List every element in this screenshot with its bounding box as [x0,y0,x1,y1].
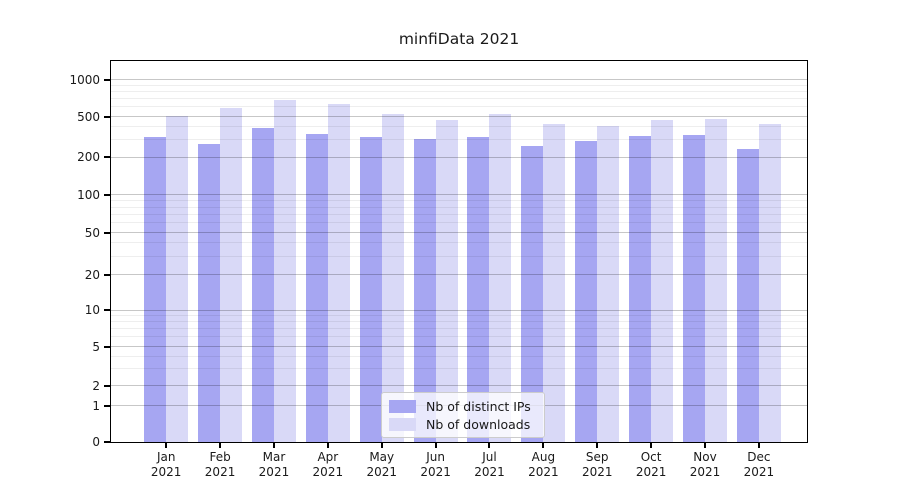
x-tick-label-jun: Jun 2021 [420,450,451,479]
x-tick-mark [380,443,383,448]
y-tick-label: 10 [84,303,100,318]
legend: Nb of distinct IPs Nb of downloads [381,392,545,438]
bar-distinct-ips-mar [251,128,274,442]
x-tick-label-sep: Sep 2021 [581,450,613,479]
x-tick-mark [326,443,329,448]
bar-distinct-ips-jul [467,137,490,442]
y-tick-label: 0 [92,435,100,449]
legend-label-downloads: Nb of downloads [426,417,531,433]
chart-title: minfiData 2021 [398,30,520,48]
y-tick-mark [104,78,110,81]
x-tick-label-apr: Apr 2021 [312,450,344,479]
y-tick-label: 50 [84,225,100,240]
x-tick-mark [272,443,275,448]
x-tick-label-oct: Oct 2021 [635,450,667,479]
x-tick-mark [488,443,491,448]
bar-downloads-may [381,114,404,442]
y-tick-mark [104,345,110,348]
y-tick-label: 5 [92,339,100,354]
x-tick-label-jan: Jan 2021 [150,450,182,479]
legend-entry-distinct-ips: Nb of distinct IPs [389,397,537,416]
x-tick-mark [757,443,760,448]
y-tick-label: 2 [92,378,100,393]
y-tick-mark [104,441,110,443]
bar-downloads-jul [489,114,512,442]
x-tick-mark [219,443,222,448]
y-tick-label: 20 [84,267,100,282]
bar-downloads-oct [651,120,674,442]
y-tick-mark [104,231,110,234]
legend-label-distinct-ips: Nb of distinct IPs [426,398,531,414]
bar-distinct-ips-dec [736,149,759,442]
y-tick-mark [104,193,110,196]
x-tick-label-mar: Mar 2021 [258,450,290,479]
y-tick-label: 100 [77,187,100,202]
bar-distinct-ips-nov [683,135,705,442]
bar-distinct-ips-sep [575,141,598,442]
x-tick-mark [165,443,168,448]
y-tick-label: 1 [92,398,100,413]
bar-downloads-mar [273,100,296,442]
y-tick-mark [104,115,110,118]
legend-entry-downloads: Nb of downloads [389,416,537,435]
x-tick-label-dec: Dec 2021 [743,450,775,479]
bar-distinct-ips-jan [144,137,167,442]
x-tick-mark [542,443,545,448]
y-tick-label: 1000 [69,72,100,87]
bar-distinct-ips-aug [521,146,544,442]
bar-downloads-dec [758,124,781,442]
bar-downloads-jun [435,120,458,442]
legend-swatch-downloads [389,418,416,432]
y-tick-label: 500 [77,109,100,124]
bar-distinct-ips-may [359,137,382,442]
x-tick-label-aug: Aug 2021 [528,450,559,479]
y-tick-mark [104,404,110,407]
bar-distinct-ips-apr [305,134,328,442]
y-tick-mark [104,273,110,276]
plot-area: Nb of distinct IPs Nb of downloads [110,60,808,443]
x-tick-mark [650,443,653,448]
bar-distinct-ips-oct [629,136,652,442]
bar-downloads-jan [166,116,189,442]
y-tick-mark [104,156,110,159]
bar-downloads-aug [543,124,566,442]
y-tick-mark [104,309,110,312]
bar-distinct-ips-feb [198,144,221,442]
bar-distinct-ips-jun [413,139,436,442]
y-tick-mark [104,384,110,387]
x-tick-label-nov: Nov 2021 [689,450,721,479]
x-tick-mark [434,443,437,448]
y-tick-label: 200 [77,150,100,165]
bar-downloads-feb [220,108,243,442]
x-tick-label-feb: Feb 2021 [204,450,236,479]
x-tick-mark [704,443,706,448]
bar-downloads-nov [705,119,727,442]
x-tick-label-jul: Jul 2021 [474,450,505,479]
bars-layer [111,61,807,442]
x-tick-label-may: May 2021 [366,450,397,479]
bar-downloads-sep [597,126,620,442]
x-tick-mark [596,443,599,448]
legend-swatch-distinct-ips [389,399,416,413]
bar-downloads-apr [327,104,350,442]
